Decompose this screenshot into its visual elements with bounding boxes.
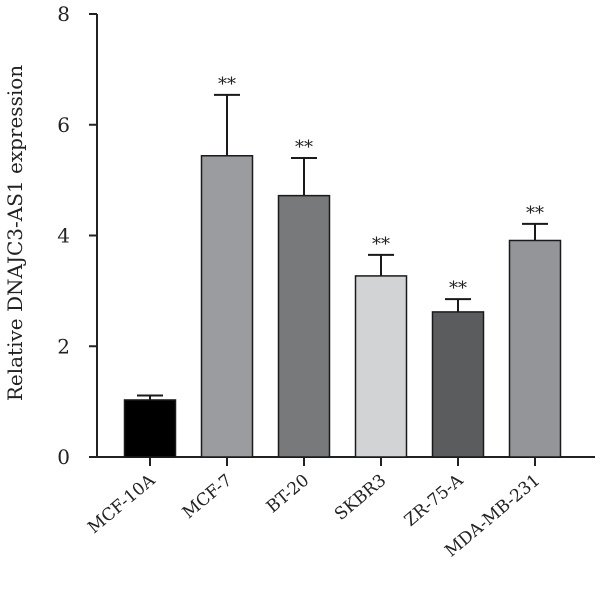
bar-mcf-10a <box>125 400 176 457</box>
y-tick-label: 2 <box>57 334 70 358</box>
x-tick-label: SKBR3 <box>331 471 390 525</box>
x-tick-label: MCF-7 <box>179 471 236 524</box>
y-tick-label: 6 <box>57 113 70 137</box>
y-tick-label: 0 <box>57 445 70 469</box>
y-axis: 0 2 4 6 8 <box>57 2 97 469</box>
bar-zr-75-a <box>433 312 484 457</box>
x-tick-label: MCF-10A <box>84 470 160 538</box>
bar-mda-mb-231 <box>510 240 561 457</box>
bars <box>125 156 561 457</box>
significance-label: ** <box>372 234 390 255</box>
y-tick-label: 4 <box>57 224 70 248</box>
significance-label: ** <box>449 278 467 299</box>
bar-skbr3 <box>356 276 407 457</box>
significance-label: ** <box>295 137 313 158</box>
bar-mcf-7 <box>202 156 253 457</box>
y-tick-label: 8 <box>57 2 70 26</box>
bar-bt-20 <box>279 196 330 457</box>
significance-label: ** <box>526 203 544 224</box>
y-axis-label: Relative DNAJC3-AS1 expression <box>3 65 27 401</box>
x-tick-label: ZR-75-A <box>401 470 468 531</box>
error-bars <box>137 95 548 400</box>
significance-label: ** <box>218 74 236 95</box>
x-tick-label: BT-20 <box>263 471 313 518</box>
